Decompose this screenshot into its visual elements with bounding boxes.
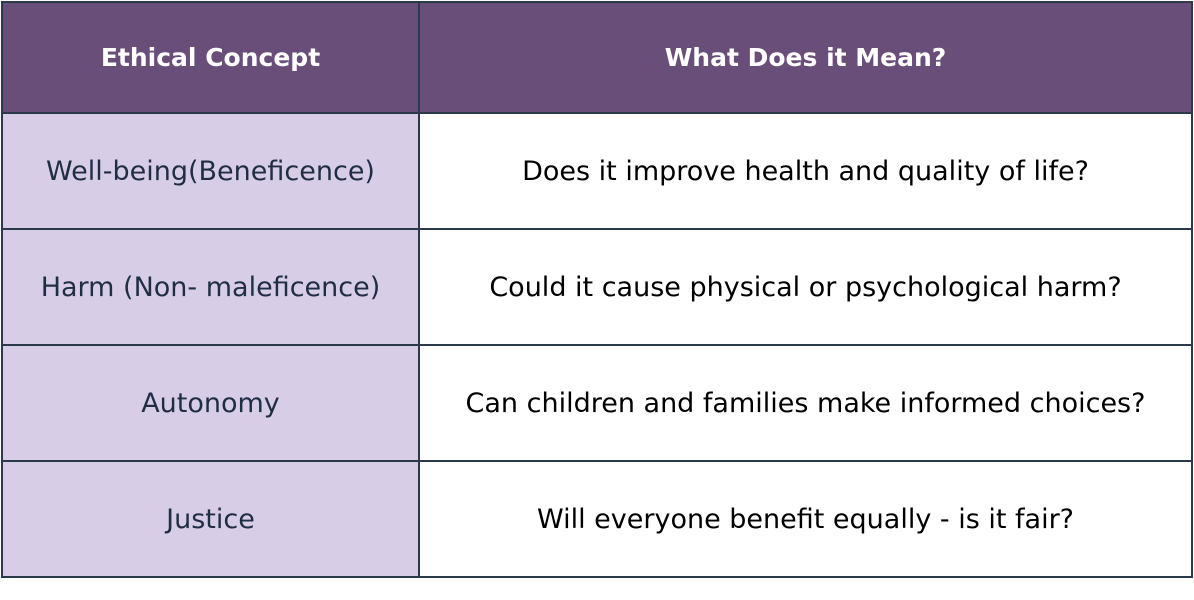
table-row: Autonomy Can children and families make i… [1, 344, 1193, 462]
header-cell: What Does it Mean? [418, 1, 1193, 114]
table-row: Harm (Non- maleficence) Could it cause ph… [1, 228, 1193, 346]
concept-cell: Harm (Non- maleficence) [1, 228, 420, 346]
table-body: Well-being(Beneficence) Does it improve h… [1, 112, 1193, 578]
meaning-cell: Does it improve health and quality of li… [418, 112, 1193, 230]
concept-cell: Justice [1, 460, 420, 578]
table-row: Justice Will everyone benefit equally - i… [1, 460, 1193, 578]
header-row: Ethical Concept What Does it Mean? [1, 1, 1193, 114]
meaning-cell: Will everyone benefit equally - is it fa… [418, 460, 1193, 578]
concept-table: Ethical Concept What Does it Mean? Well-… [1, 1, 1193, 578]
concept-cell: Well-being(Beneficence) [1, 112, 420, 230]
concept-cell: Autonomy [1, 344, 420, 462]
table-header: Ethical Concept What Does it Mean? [1, 1, 1193, 114]
meaning-cell: Can children and families make informed … [418, 344, 1193, 462]
table-row: Well-being(Beneficence) Does it improve h… [1, 112, 1193, 230]
meaning-cell: Could it cause physical or psychological… [418, 228, 1193, 346]
header-cell: Ethical Concept [1, 1, 420, 114]
